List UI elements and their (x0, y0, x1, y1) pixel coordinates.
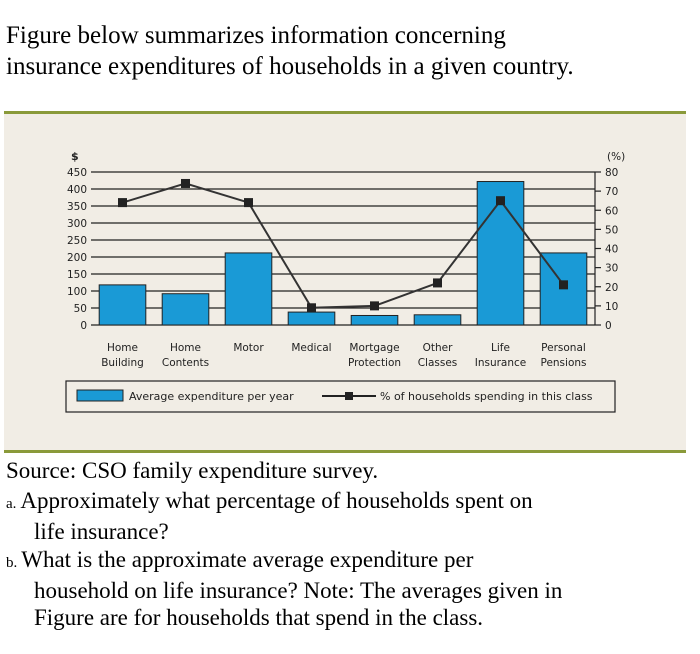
question-label: b. (6, 555, 18, 571)
legend-swatch-bar (76, 389, 124, 402)
question-line: household on life insurance? Note: The a… (34, 578, 563, 603)
question-label: a. (6, 496, 17, 512)
category-label: Medical (291, 342, 331, 354)
y2-tick-label: 40 (605, 244, 618, 256)
question-line: Figure are for households that spend in … (34, 605, 484, 630)
category-label: Mortgage (349, 342, 399, 354)
series-line (122, 182, 565, 309)
question-line: life insurance? (34, 519, 169, 544)
question-b: b. What is the approximate average expend… (6, 546, 666, 631)
intro-text: Figure below summarizes information conc… (6, 20, 574, 82)
y-tick-label: 450 (67, 167, 87, 179)
category-label: Protection (348, 357, 401, 369)
question-a: a. Approximately what percentage of house… (6, 487, 666, 545)
line-marker (307, 303, 316, 313)
question-line: What is the approximate average expendit… (21, 547, 474, 572)
bar (476, 181, 525, 326)
bar (413, 314, 462, 326)
y-tick-label: 300 (67, 218, 87, 230)
intro-line: insurance expenditures of households in … (6, 53, 574, 80)
line-marker (118, 198, 127, 208)
category-label: Personal (541, 342, 586, 354)
y2-tick-label: 20 (605, 282, 618, 294)
y-tick-label: 100 (67, 286, 87, 298)
y-tick-label: 200 (67, 252, 87, 264)
line-marker (433, 278, 442, 288)
y2-tick-label: 70 (605, 186, 618, 198)
y-tick-label: 50 (74, 303, 87, 315)
bar (287, 311, 336, 326)
y2-tick-label: 0 (605, 320, 612, 332)
category-label: Home (107, 342, 138, 354)
bar (224, 252, 273, 326)
y2-tick-label: 50 (605, 224, 618, 236)
category-label: Classes (418, 357, 458, 369)
line-marker (181, 178, 190, 188)
y2-tick-label: 10 (605, 301, 618, 313)
bar (350, 314, 399, 326)
y2-axis-label: (%) (607, 151, 625, 163)
y-tick-label: 400 (67, 184, 87, 196)
y-tick-label: 250 (67, 235, 87, 247)
category-label: Other (423, 342, 453, 354)
legend-label: Average expenditure per year (129, 390, 294, 403)
line-marker (244, 198, 253, 208)
line-marker (370, 301, 379, 311)
y2-tick-label: 80 (605, 167, 618, 179)
question-line: Approximately what percentage of househo… (20, 488, 533, 513)
y-axis-label: $ (71, 150, 79, 163)
category-label: Insurance (475, 357, 527, 369)
category-label: Building (101, 357, 144, 369)
category-label: Contents (162, 357, 209, 369)
top-rule (4, 111, 686, 114)
bar (161, 293, 210, 326)
legend-box (65, 380, 616, 413)
line-marker (496, 196, 505, 206)
source-note: Source: CSO family expenditure survey. (6, 458, 379, 483)
category-label: Pensions (540, 357, 586, 369)
y2-tick-label: 60 (605, 205, 618, 217)
y-tick-label: 350 (67, 201, 87, 213)
legend-swatch-marker (345, 392, 353, 400)
category-label: Life (491, 342, 510, 354)
intro-line: Figure below summarizes information conc… (6, 22, 506, 49)
bottom-rule (4, 450, 686, 453)
legend-label: % of households spending in this class (380, 390, 593, 403)
y-tick-label: 0 (80, 320, 87, 332)
bar (98, 284, 147, 326)
y-tick-label: 150 (67, 269, 87, 281)
y2-tick-label: 30 (605, 263, 618, 275)
category-label: Home (170, 342, 201, 354)
category-label: Motor (233, 342, 264, 354)
line-marker (559, 280, 568, 290)
